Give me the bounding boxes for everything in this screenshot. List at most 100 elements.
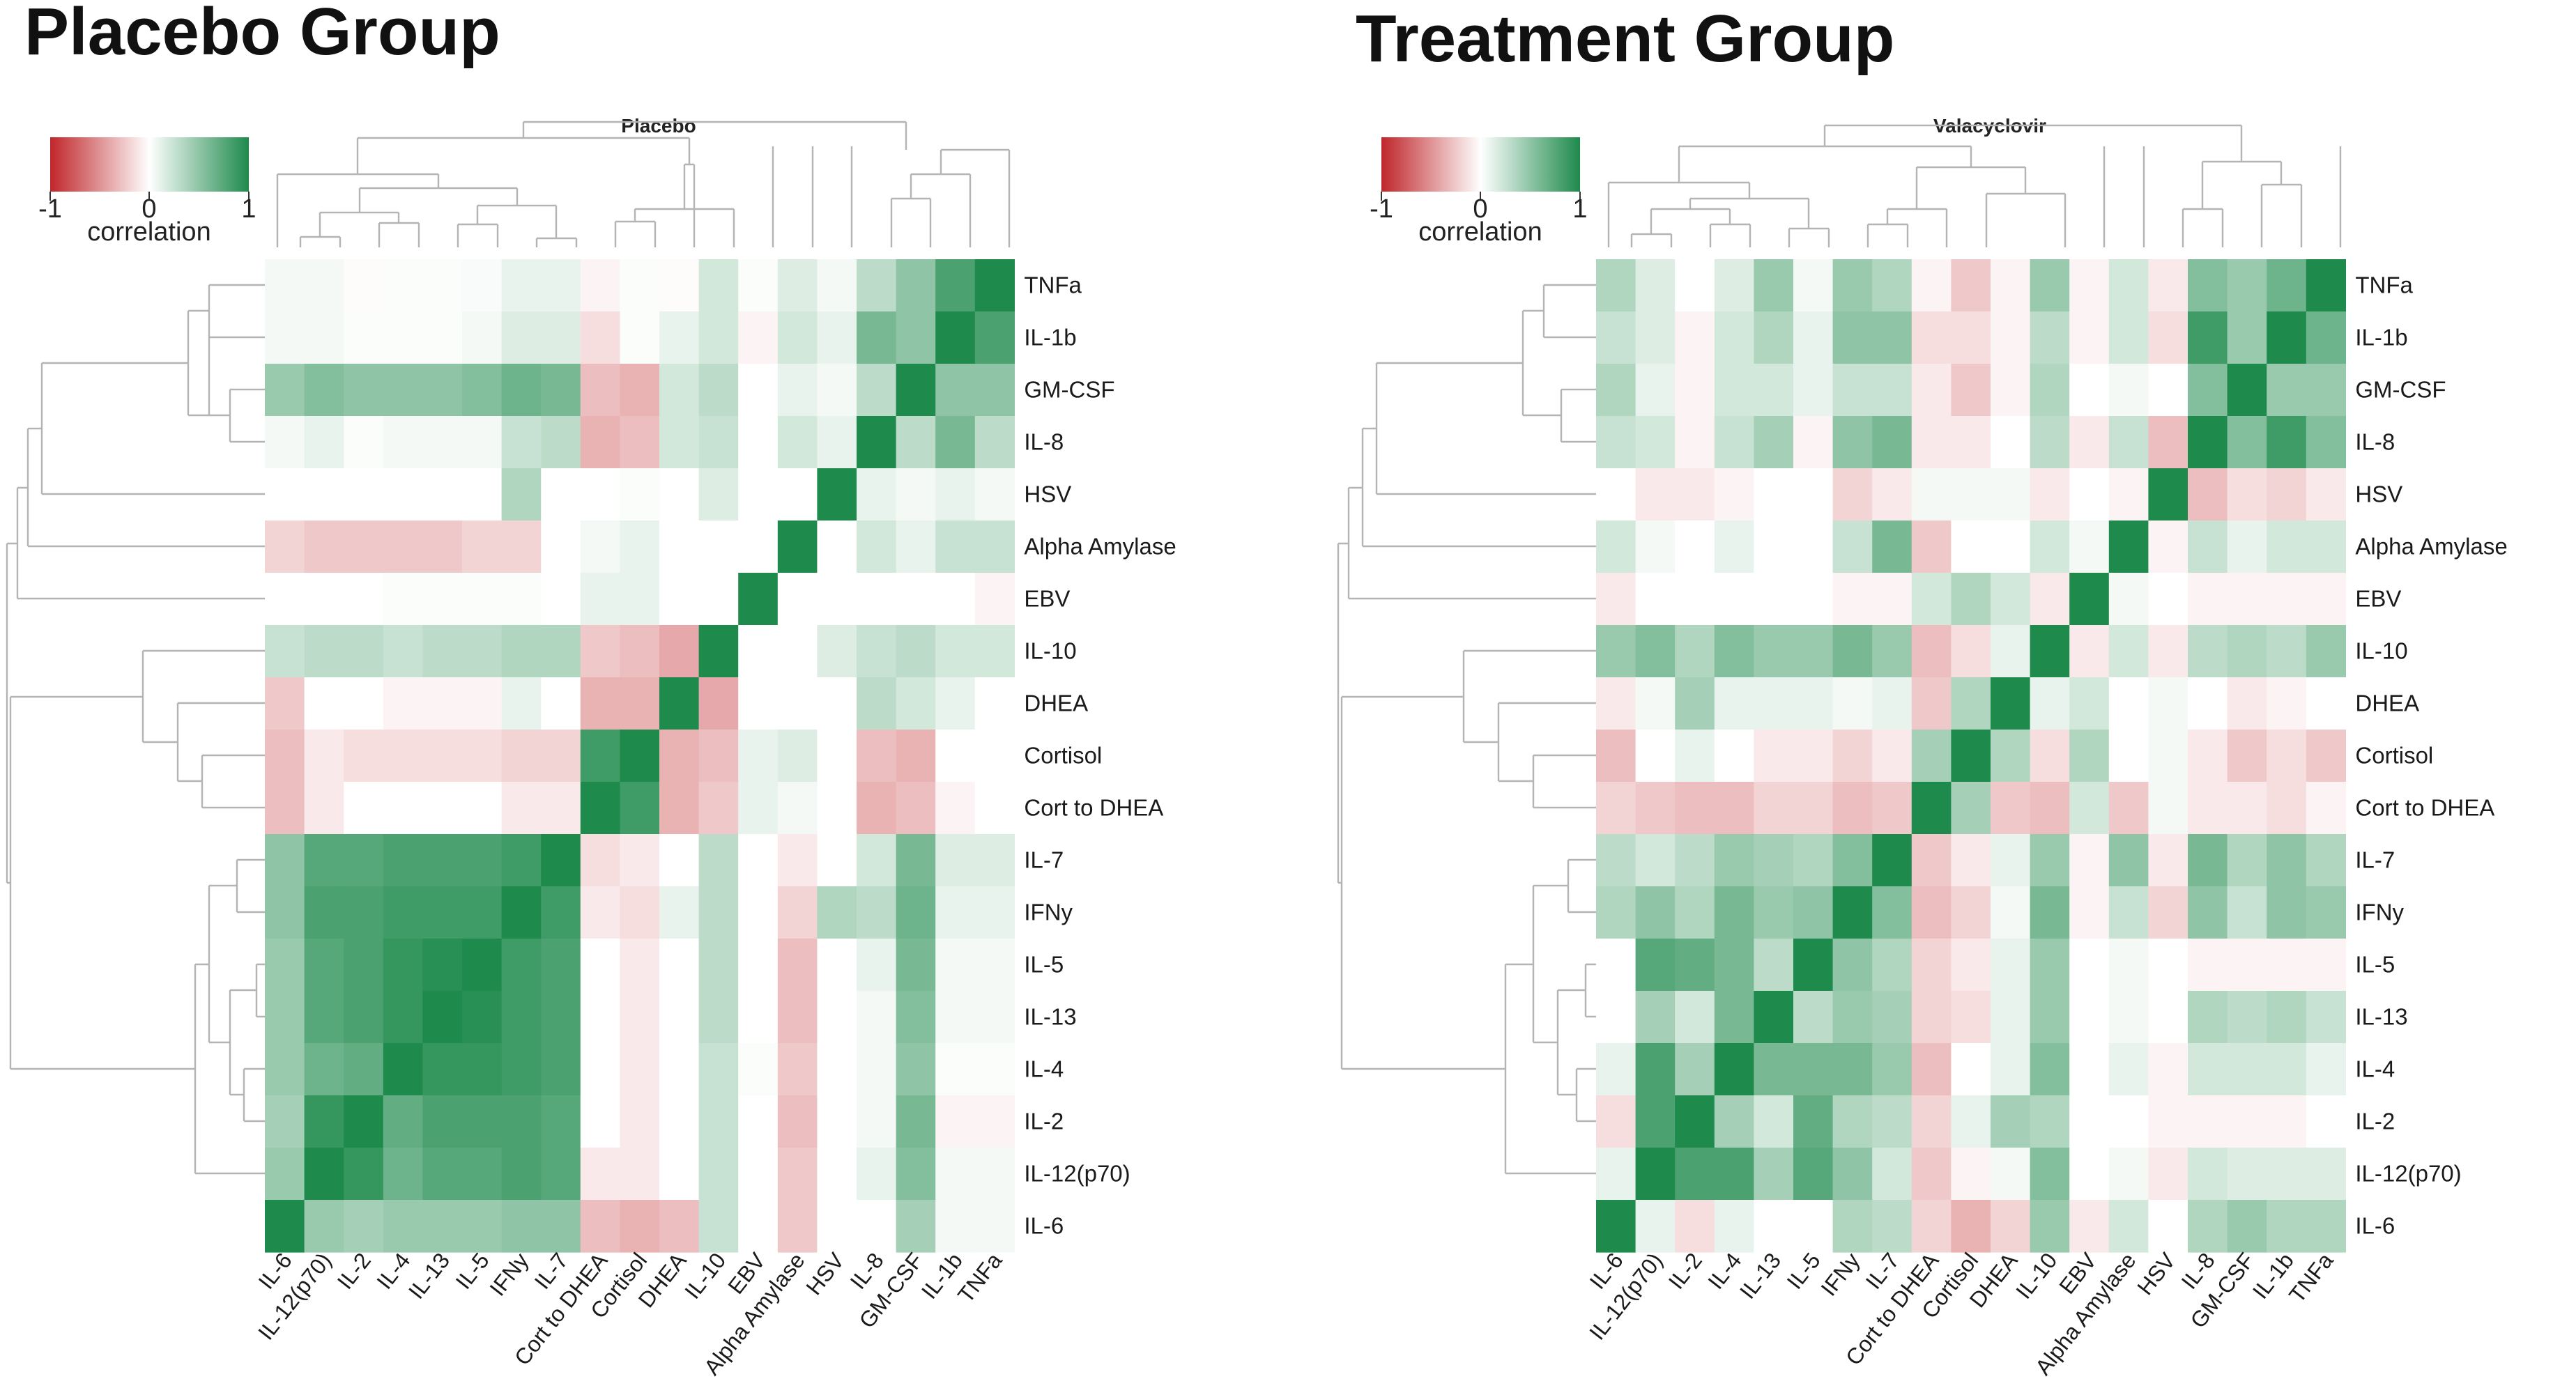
placebo-cell-il-6-il-4: [383, 1200, 423, 1253]
placebo-cell-il-6-il-1b: [935, 1200, 976, 1253]
treatment-cell-tnfa-cortisol: [1951, 259, 1991, 312]
placebo-row-label-il-7: IL-7: [1024, 847, 1064, 873]
treatment-panel: Treatment Group Valacyclovir -1 0 1 corr…: [1337, 1, 2508, 1380]
treatment-cell-il-13-il-7: [1872, 991, 1912, 1044]
treatment-cell-il-10-il-13: [1754, 625, 1794, 678]
placebo-cell-il-10-gm-csf: [896, 625, 936, 678]
placebo-cell-tnfa-dhea: [659, 259, 700, 312]
placebo-cell-cortisol-tnfa: [974, 730, 1015, 782]
placebo-cell-il-10-il-1b: [935, 625, 976, 678]
placebo-cell-il-10-ifny: [501, 625, 542, 678]
treatment-cell-il-6-hsv: [2148, 1200, 2188, 1253]
treatment-cell-ifny-il-13: [1754, 886, 1794, 939]
treatment-cell-il-13-il-8: [2188, 991, 2228, 1044]
placebo-cell-il-1b-tnfa: [974, 311, 1015, 364]
treatment-cell-gm-csf-gm-csf: [2227, 364, 2267, 417]
treatment-cell-cort-to-dhea-il-8: [2188, 782, 2228, 835]
treatment-cell-hsv-il-10: [2030, 468, 2070, 521]
treatment-cell-ifny-ebv: [2069, 886, 2110, 939]
treatment-cell-il-8-il-8: [2188, 416, 2228, 469]
treatment-cell-il-4-dhea: [1991, 1043, 2031, 1096]
treatment-cell-il-12-p70-il-1b: [2267, 1148, 2307, 1201]
treatment-cell-cort-to-dhea-il-12-p70: [1635, 782, 1676, 835]
treatment-cell-il-12-p70-il-4: [1714, 1148, 1754, 1201]
placebo-cell-hsv-il-7: [541, 468, 581, 521]
placebo-cell-alpha-amylase-tnfa: [974, 520, 1015, 573]
placebo-cell-cort-to-dhea-gm-csf: [896, 782, 936, 835]
treatment-cell-il-1b-il-7: [1872, 311, 1912, 364]
placebo-cell-ifny-il-2: [344, 886, 384, 939]
treatment-cell-tnfa-hsv: [2148, 259, 2188, 312]
treatment-cell-il-5-gm-csf: [2227, 939, 2267, 992]
treatment-cell-il-2-cort-to-dhea: [1911, 1095, 1952, 1148]
placebo-cell-alpha-amylase-cortisol: [620, 520, 660, 573]
treatment-cell-il-10-il-4: [1714, 625, 1754, 678]
treatment-cell-il-1b-hsv: [2148, 311, 2188, 364]
placebo-cell-il-8-il-12-p70: [304, 416, 344, 469]
placebo-cell-dhea-il-6: [265, 677, 305, 730]
placebo-cell-cort-to-dhea-il-5: [462, 782, 503, 835]
placebo-cell-cortisol-ifny: [501, 730, 542, 782]
treatment-cell-dhea-hsv: [2148, 677, 2188, 730]
placebo-cell-il-12-p70-il-12-p70: [304, 1148, 344, 1201]
treatment-cell-hsv-il-7: [1872, 468, 1912, 521]
placebo-cell-gm-csf-il-4: [383, 364, 423, 417]
placebo-cell-cortisol-il-8: [857, 730, 897, 782]
placebo-cell-il-13-hsv: [817, 991, 857, 1044]
placebo-cell-gm-csf-cort-to-dhea: [580, 364, 620, 417]
treatment-cell-ebv-tnfa: [2306, 573, 2346, 626]
treatment-cell-cortisol-ifny: [1832, 730, 1873, 782]
treatment-cell-hsv-cortisol: [1951, 468, 1991, 521]
treatment-cell-il-1b-il-13: [1754, 311, 1794, 364]
treatment-cell-tnfa-il-8: [2188, 259, 2228, 312]
treatment-cell-il-4-cortisol: [1951, 1043, 1991, 1096]
treatment-cell-tnfa-cort-to-dhea: [1911, 259, 1952, 312]
treatment-cell-hsv-il-13: [1754, 468, 1794, 521]
treatment-cell-ifny-gm-csf: [2227, 886, 2267, 939]
placebo-cell-hsv-cortisol: [620, 468, 660, 521]
treatment-cell-il-8-dhea: [1991, 416, 2031, 469]
treatment-cell-il-7-il-2: [1675, 834, 1715, 887]
placebo-cell-il-2-il-2: [344, 1095, 384, 1148]
placebo-cell-il-2-hsv: [817, 1095, 857, 1148]
treatment-cell-cort-to-dhea-dhea: [1991, 782, 2031, 835]
treatment-cell-cortisol-il-8: [2188, 730, 2228, 782]
treatment-cell-tnfa-il-10: [2030, 259, 2070, 312]
placebo-cell-il-1b-il-1b: [935, 311, 976, 364]
treatment-cell-alpha-amylase-tnfa: [2306, 520, 2346, 573]
placebo-row-label-il-4: IL-4: [1024, 1056, 1064, 1082]
placebo-cell-il-1b-il-4: [383, 311, 423, 364]
treatment-cell-cort-to-dhea-il-6: [1596, 782, 1636, 835]
placebo-cell-tnfa-il-10: [698, 259, 739, 312]
treatment-cell-il-7-alpha-amylase: [2108, 834, 2149, 887]
placebo-cell-dhea-il-5: [462, 677, 503, 730]
treatment-cell-cortisol-alpha-amylase: [2108, 730, 2149, 782]
placebo-cell-tnfa-il-1b: [935, 259, 976, 312]
placebo-cell-hsv-tnfa: [974, 468, 1015, 521]
treatment-cell-tnfa-il-12-p70: [1635, 259, 1676, 312]
placebo-cell-il-7-il-5: [462, 834, 503, 887]
placebo-cell-il-8-alpha-amylase: [777, 416, 818, 469]
treatment-cell-cortisol-il-10: [2030, 730, 2070, 782]
treatment-cell-il-7-il-1b: [2267, 834, 2307, 887]
placebo-cell-il-4-il-6: [265, 1043, 305, 1096]
treatment-cell-il-12-p70-il-8: [2188, 1148, 2228, 1201]
treatment-cell-cortisol-il-5: [1793, 730, 1834, 782]
placebo-cell-dhea-gm-csf: [896, 677, 936, 730]
placebo-row-labels: TNFa IL-1b GM-CSF IL-8 HSV Alpha Amylase EBV IL…: [1024, 272, 1176, 1239]
treatment-cell-il-4-hsv: [2148, 1043, 2188, 1096]
placebo-cell-il-6-il-10: [698, 1200, 739, 1253]
placebo-cell-ifny-il-8: [857, 886, 897, 939]
treatment-cell-dhea-dhea: [1991, 677, 2031, 730]
placebo-cell-il-6-il-6: [265, 1200, 305, 1253]
treatment-cell-il-10-il-8: [2188, 625, 2228, 678]
treatment-cell-cort-to-dhea-tnfa: [2306, 782, 2346, 835]
treatment-cell-ebv-cort-to-dhea: [1911, 573, 1952, 626]
placebo-cell-il-4-il-10: [698, 1043, 739, 1096]
treatment-cell-il-7-dhea: [1991, 834, 2031, 887]
treatment-row-label-il-7: IL-7: [2355, 847, 2395, 873]
placebo-cell-il-13-il-6: [265, 991, 305, 1044]
placebo-cell-alpha-amylase-il-12-p70: [304, 520, 344, 573]
treatment-cell-il-4-il-7: [1872, 1043, 1912, 1096]
placebo-row-label-il-5: IL-5: [1024, 952, 1064, 978]
